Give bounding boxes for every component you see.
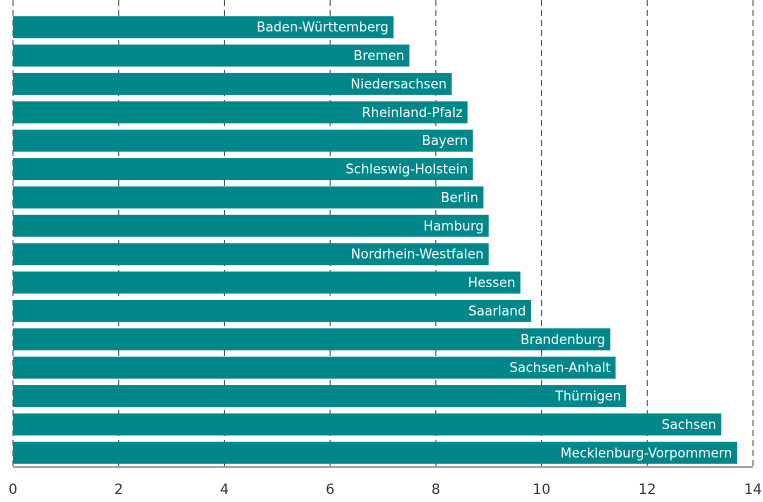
bar-label: Hamburg xyxy=(423,219,483,234)
bar xyxy=(13,385,627,408)
bar xyxy=(13,186,484,209)
bar-label: Niedersachsen xyxy=(351,77,447,92)
bar-label: Brandenburg xyxy=(520,333,605,348)
bar xyxy=(13,16,394,39)
bar xyxy=(13,271,521,294)
bar-label: Rheinland-Pfalz xyxy=(362,106,463,121)
bar-label: Baden-Württemberg xyxy=(257,21,389,36)
bar xyxy=(13,441,738,464)
x-tick-label: 8 xyxy=(431,482,440,498)
x-tick-label: 4 xyxy=(220,482,229,498)
bar-label: Saarland xyxy=(468,304,526,319)
x-tick-label: 12 xyxy=(638,482,656,498)
bar-label: Mecklenburg-Vorpommern xyxy=(561,446,733,461)
bar-label: Hessen xyxy=(468,276,516,291)
x-tick-label: 14 xyxy=(744,482,762,498)
x-tick-label: 10 xyxy=(533,482,551,498)
bar xyxy=(13,158,473,181)
x-tick-label: 2 xyxy=(114,482,123,498)
bar-label: Bayern xyxy=(422,134,468,149)
bar xyxy=(13,356,616,379)
bar xyxy=(13,413,722,436)
x-tick-label: 6 xyxy=(326,482,335,498)
bar xyxy=(13,129,473,152)
bar xyxy=(13,243,489,266)
x-tick-label: 0 xyxy=(9,482,18,498)
bar-label: Schleswig-Holstein xyxy=(346,163,468,178)
bar-label: Sachsen xyxy=(662,418,717,433)
bar xyxy=(13,214,489,237)
bar-label: Sachsen-Anhalt xyxy=(509,361,610,376)
bar-label: Thürnigen xyxy=(554,390,621,405)
bar-label: Nordrhein-Westfalen xyxy=(351,248,484,263)
bar xyxy=(13,44,410,67)
bar-label: Berlin xyxy=(441,191,479,206)
bar xyxy=(13,299,531,322)
bar xyxy=(13,101,468,124)
bar-label: Bremen xyxy=(354,49,405,64)
bar xyxy=(13,328,611,351)
bar xyxy=(13,72,452,95)
